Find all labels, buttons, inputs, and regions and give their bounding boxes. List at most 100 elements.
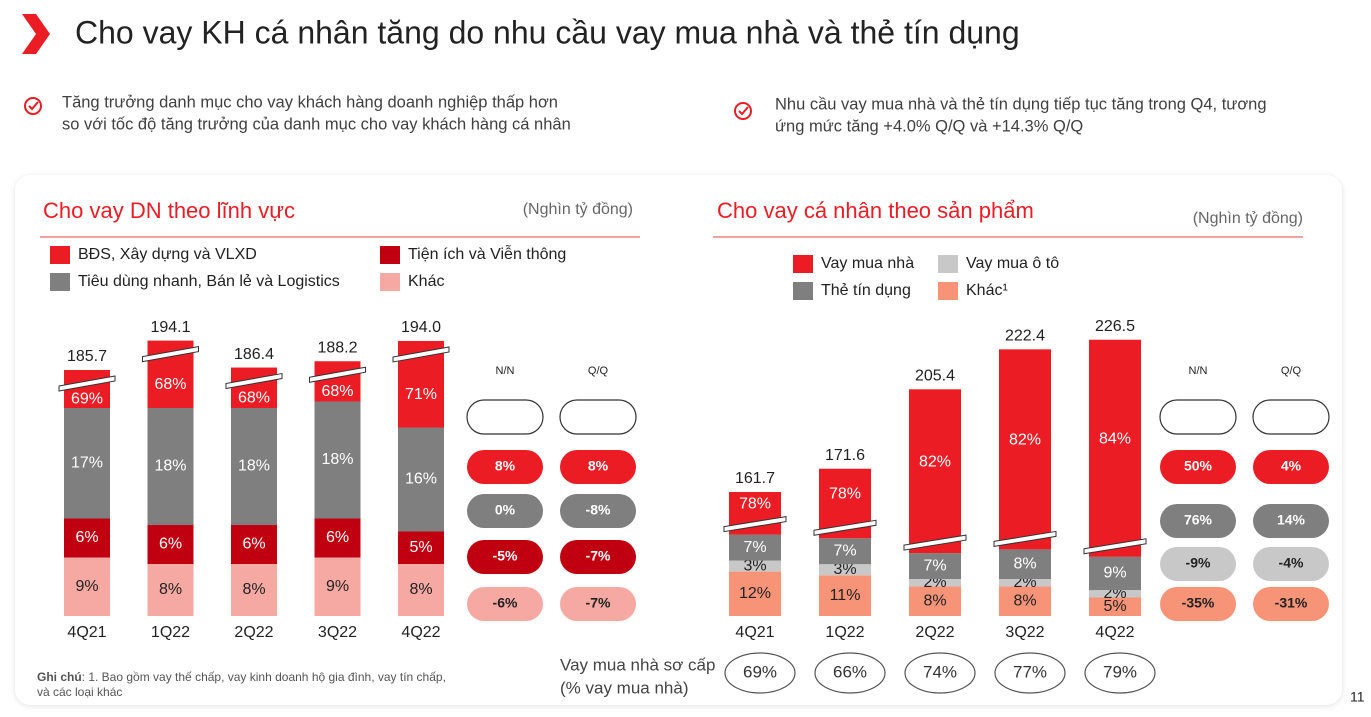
bullet-icon <box>24 97 42 115</box>
growth-value: -6% <box>493 595 518 611</box>
bar-segment <box>999 349 1051 550</box>
total-label: 186.4 <box>234 346 274 363</box>
bullet-text: Nhu cầu vay mua nhà và thẻ tín dụng tiếp… <box>775 95 1267 113</box>
growth-value: 2% <box>1281 408 1302 424</box>
legend-label: Vay mua ô tô <box>966 255 1059 272</box>
x-tick-label: 1Q22 <box>151 624 190 641</box>
legend-label: Khác <box>408 273 444 290</box>
growth-pill <box>560 540 636 574</box>
axis-break <box>392 346 450 363</box>
value-label: 6% <box>326 529 349 546</box>
growth-value: 0% <box>495 502 516 518</box>
total-label: 161.7 <box>735 470 775 487</box>
value-label: 18% <box>154 458 186 475</box>
value-label: 82% <box>919 453 951 470</box>
bar-segment <box>1089 556 1141 591</box>
growth-pill <box>560 450 636 484</box>
bar-segment <box>398 564 444 616</box>
value-label: 9% <box>326 578 349 595</box>
bar-segment <box>819 575 871 616</box>
value-label: 3% <box>743 557 766 574</box>
unit-label: (Nghìn tỷ đồng) <box>523 201 633 218</box>
bar-segment <box>729 560 781 572</box>
bar-segment <box>314 557 361 616</box>
bar-segment <box>64 518 110 558</box>
axis-break <box>1083 538 1147 555</box>
bar-segment <box>147 525 194 564</box>
growth-pill <box>1160 587 1236 621</box>
legend-swatch <box>793 282 813 300</box>
share-badge <box>814 652 886 694</box>
growth-header: Q/Q <box>1281 365 1302 377</box>
axis-break <box>813 519 877 536</box>
value-label: 69% <box>71 391 103 408</box>
growth-value: -9% <box>1186 555 1211 571</box>
value-label: 8% <box>409 581 432 598</box>
share-value: 66% <box>833 662 867 681</box>
value-label: 17% <box>71 454 103 471</box>
growth-pill <box>1160 547 1236 581</box>
bar-segment <box>147 564 194 616</box>
axis-break <box>142 346 199 363</box>
bullet-text: Tăng trưởng danh mục cho vay khách hàng … <box>62 93 558 111</box>
x-tick-label: 4Q22 <box>401 624 440 641</box>
growth-pill <box>560 587 636 621</box>
growth-pill <box>467 587 543 621</box>
growth-pill <box>1253 587 1329 621</box>
growth-pill <box>560 494 636 528</box>
x-tick-label: 2Q22 <box>915 624 954 641</box>
share-value: 74% <box>923 662 957 681</box>
legend-label: Vay mua nhà <box>821 255 914 272</box>
growth-value: 14% <box>1277 512 1306 528</box>
axis-break <box>225 372 283 390</box>
growth-value: -31% <box>1275 595 1308 611</box>
bar-segment <box>398 427 444 532</box>
logo <box>22 14 50 54</box>
share-label: (% vay mua nhà) <box>560 678 689 697</box>
bar-segment <box>819 564 871 576</box>
bullet-icon <box>734 102 752 120</box>
value-label: 7% <box>743 539 766 556</box>
total-label: 188.2 <box>317 339 357 356</box>
growth-pill <box>1160 450 1236 484</box>
total-label: 226.5 <box>1095 318 1135 335</box>
growth-pill <box>1252 399 1330 435</box>
growth-value: 8% <box>588 458 609 474</box>
bar-segment <box>231 564 277 616</box>
note-label: Ghi chú <box>37 670 82 684</box>
growth-value: -5% <box>493 548 518 564</box>
growth-pill <box>559 399 637 435</box>
value-label: 16% <box>405 471 437 488</box>
note: Ghi chú: 1. Bao gồm vay thế chấp, vay ki… <box>37 670 446 684</box>
page-number: 11 <box>1350 689 1365 705</box>
legend-label: Thẻ tín dụng <box>821 282 911 299</box>
value-label: 6% <box>159 536 182 553</box>
legend-label: BĐS, Xây dựng và VLXD <box>78 246 257 263</box>
total-label: 194.1 <box>150 319 190 336</box>
share-badge <box>904 652 976 694</box>
bar-segment <box>231 408 277 525</box>
value-label: 68% <box>321 383 353 400</box>
legend-label: Khác¹ <box>966 282 1008 299</box>
bar-segment <box>999 549 1051 579</box>
share-badge <box>724 652 796 694</box>
value-label: 5% <box>409 539 432 556</box>
total-label: 205.4 <box>915 368 955 385</box>
value-label: 84% <box>1099 430 1131 447</box>
growth-header: Q/Q <box>588 365 609 377</box>
bar-segment <box>909 389 961 554</box>
x-tick-label: 4Q21 <box>67 624 106 641</box>
bar-segment <box>729 534 781 561</box>
value-label: 8% <box>242 581 265 598</box>
x-tick-label: 3Q22 <box>1005 624 1044 641</box>
bar-segment <box>147 408 194 525</box>
growth-pill <box>1160 504 1236 538</box>
growth-value: -7% <box>586 595 611 611</box>
growth-pill <box>1253 450 1329 484</box>
x-tick-label: 2Q22 <box>234 624 273 641</box>
bar-segment <box>999 579 1051 587</box>
value-label: 11% <box>830 587 861 604</box>
growth-header: N/N <box>1189 365 1208 377</box>
value-label: 8% <box>1013 592 1036 609</box>
